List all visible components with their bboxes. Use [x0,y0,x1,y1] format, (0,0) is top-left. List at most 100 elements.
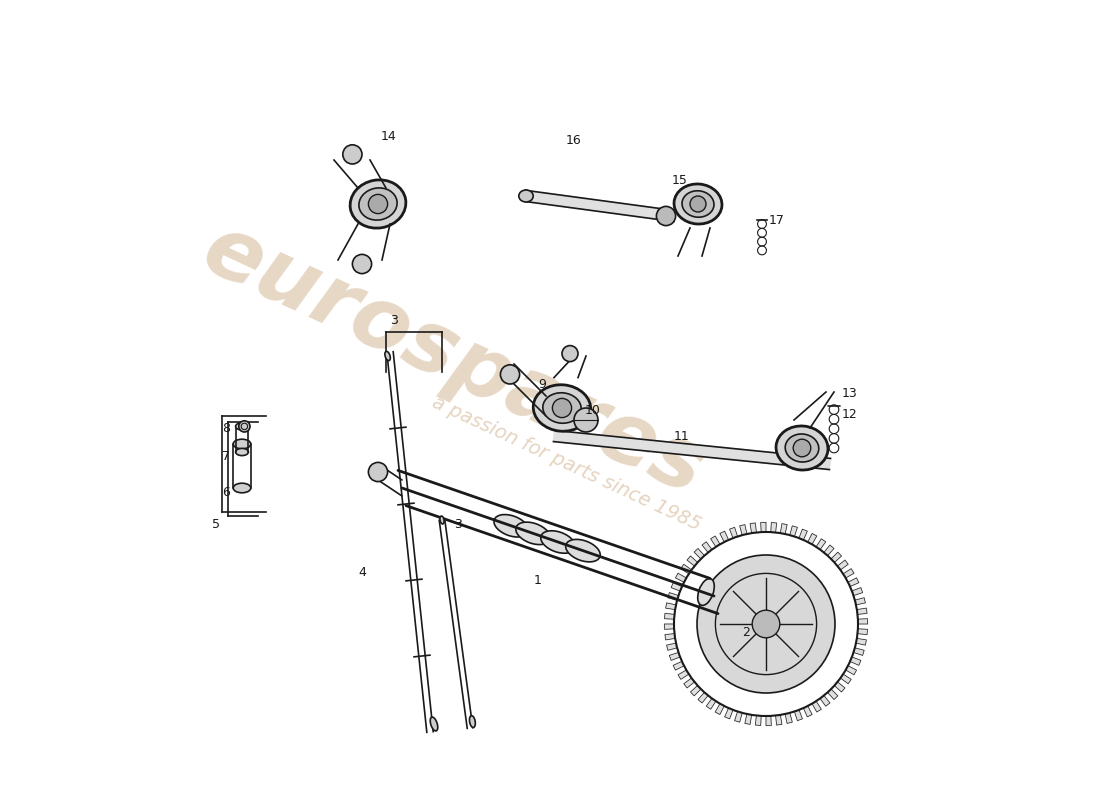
Polygon shape [756,715,761,726]
Text: 10: 10 [584,404,601,417]
Polygon shape [671,582,682,591]
Polygon shape [780,524,788,534]
Ellipse shape [776,426,828,470]
Text: 17: 17 [769,214,784,226]
Polygon shape [776,715,782,725]
Polygon shape [854,648,865,655]
Text: 7: 7 [222,450,230,462]
Polygon shape [719,531,728,542]
Ellipse shape [494,514,528,537]
Text: 15: 15 [672,174,688,186]
Polygon shape [851,587,862,595]
Polygon shape [858,618,868,624]
Text: 11: 11 [674,430,690,442]
Polygon shape [678,670,689,679]
Text: 2: 2 [742,626,750,638]
Ellipse shape [470,716,475,727]
Polygon shape [821,695,829,706]
Polygon shape [835,682,845,692]
Polygon shape [812,701,822,712]
Polygon shape [715,704,724,714]
Polygon shape [735,711,743,722]
Polygon shape [664,614,674,619]
Text: 3: 3 [390,314,398,326]
Polygon shape [837,560,848,570]
Ellipse shape [350,180,406,228]
Polygon shape [675,573,686,582]
Polygon shape [739,525,747,535]
Polygon shape [844,569,854,578]
Ellipse shape [233,483,251,493]
Ellipse shape [233,439,251,449]
Polygon shape [846,666,857,674]
Polygon shape [666,603,676,610]
Polygon shape [824,545,834,556]
Polygon shape [857,608,867,614]
Circle shape [657,206,675,226]
Text: 8: 8 [222,422,230,434]
Ellipse shape [674,184,722,224]
Polygon shape [816,538,826,550]
Ellipse shape [565,539,601,562]
Text: 13: 13 [843,387,858,400]
Text: 1: 1 [535,574,542,586]
Ellipse shape [519,190,534,202]
Circle shape [343,145,362,164]
Circle shape [500,365,519,384]
Polygon shape [761,522,766,532]
Circle shape [697,555,835,693]
Polygon shape [668,593,679,600]
Text: 3: 3 [454,518,462,530]
Polygon shape [698,692,708,703]
Polygon shape [729,527,738,538]
Ellipse shape [385,351,390,361]
Text: 4: 4 [359,566,366,578]
Polygon shape [856,638,867,645]
Polygon shape [766,716,771,726]
Polygon shape [526,190,674,222]
Polygon shape [848,578,859,586]
Text: 14: 14 [381,130,396,142]
Polygon shape [711,536,720,547]
Ellipse shape [534,385,591,431]
Polygon shape [553,430,830,470]
Circle shape [552,398,572,418]
Polygon shape [667,643,678,650]
Polygon shape [706,698,716,710]
Polygon shape [850,657,861,666]
Polygon shape [799,529,807,540]
Polygon shape [855,598,866,605]
Polygon shape [664,624,674,630]
Polygon shape [750,523,757,533]
Circle shape [574,408,598,432]
Text: 6: 6 [222,486,230,498]
Polygon shape [807,534,817,544]
Text: eurospares: eurospares [189,207,718,513]
Ellipse shape [697,578,714,606]
Polygon shape [688,556,697,566]
Polygon shape [785,713,792,723]
Polygon shape [745,714,751,724]
Ellipse shape [541,530,575,554]
Polygon shape [771,522,777,533]
Text: a passion for parts since 1985: a passion for parts since 1985 [429,393,704,535]
Text: 9: 9 [538,378,546,390]
Circle shape [239,421,250,432]
Polygon shape [670,653,680,661]
Circle shape [690,196,706,212]
Ellipse shape [682,190,714,218]
Polygon shape [694,549,704,559]
Circle shape [368,194,387,214]
Polygon shape [666,634,675,640]
Text: 16: 16 [566,134,582,146]
Circle shape [352,254,372,274]
Polygon shape [803,706,812,717]
Ellipse shape [235,422,249,430]
Polygon shape [794,710,802,721]
Polygon shape [691,686,701,696]
Polygon shape [725,708,733,719]
Polygon shape [702,542,712,553]
Ellipse shape [430,717,438,731]
Ellipse shape [235,448,249,456]
Polygon shape [832,552,842,562]
